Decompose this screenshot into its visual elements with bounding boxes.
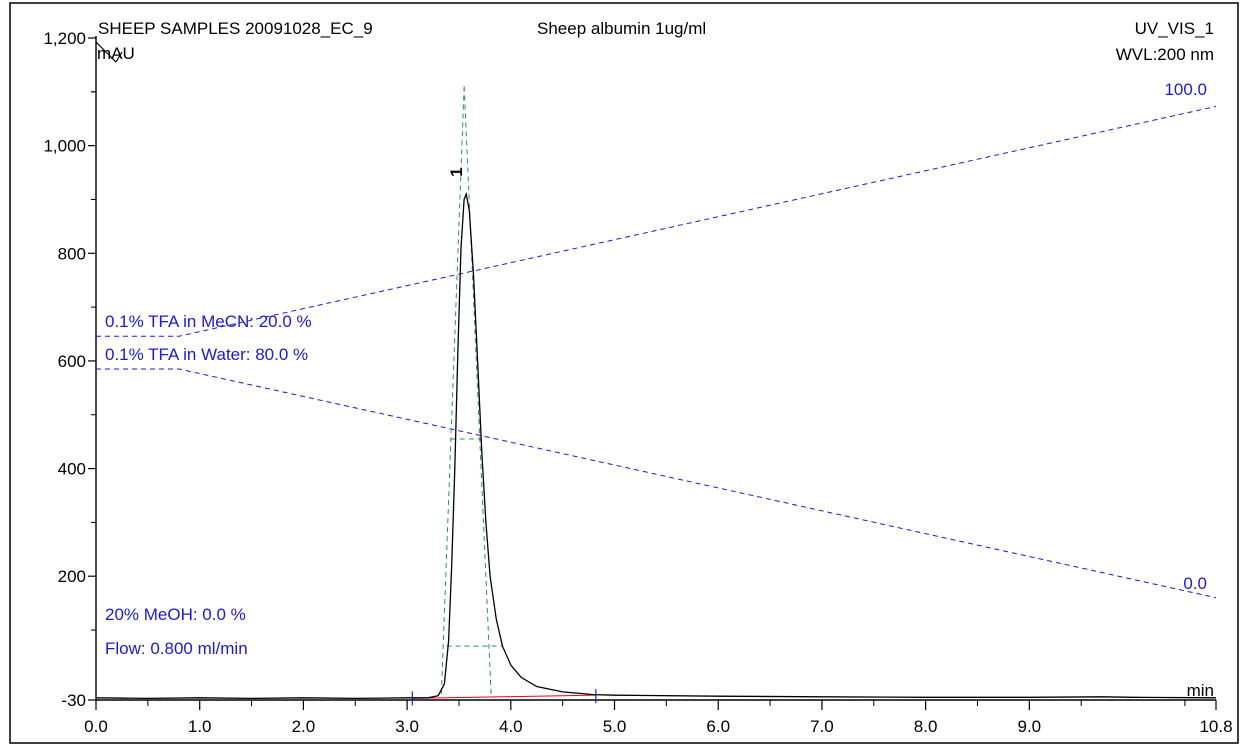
x-tick-label: 6.0 [706,717,730,736]
x-tick-label: 1.0 [188,717,212,736]
y-axis-unit: mAU [97,44,135,63]
x-tick-label: 10.8 [1199,717,1232,736]
gradient-water-line [96,368,1217,599]
y-tick-label: 800 [58,244,86,263]
water-end-label: 0.0 [1183,574,1207,593]
water-gradient-label: 0.1% TFA in Water: 80.0 % [105,345,308,364]
meoh-label: 20% MeOH: 0.0 % [105,605,246,624]
mecn-gradient-label: 0.1% TFA in MeCN: 20.0 % [105,312,312,331]
peak-fit-guides [440,86,503,695]
x-tick-label: 8.0 [914,717,938,736]
x-tick-label: 9.0 [1018,717,1042,736]
x-tick-label: 5.0 [603,717,627,736]
y-axis-arrow [115,51,123,63]
x-axis-unit: min [1187,681,1214,700]
sample-name: SHEEP SAMPLES 20091028_EC_9 [98,19,373,38]
y-tick-label: 200 [58,567,86,586]
wavelength-label: WVL:200 nm [1116,45,1214,64]
y-axis-arrow [95,41,117,63]
channel-name: UV_VIS_1 [1135,19,1214,38]
flow-label: Flow: 0.800 ml/min [105,639,248,658]
plot-area: 0.0 1.0 2.0 3.0 4.0 5.0 6.0 7.0 8.0 9.0 10.8 -30 200… [43,29,1232,736]
y-tick-label: 600 [58,352,86,371]
fit-left-tangent [440,86,465,695]
x-tick-label: 2.0 [292,717,316,736]
x-tick-label: 3.0 [395,717,419,736]
fit-right-tangent [463,86,492,695]
x-tick-label: 4.0 [499,717,523,736]
integration-baseline [412,694,596,699]
peak-label: 1 [447,167,466,176]
y-tick-label: 1,000 [43,137,86,156]
axis-ticks: 0.0 1.0 2.0 3.0 4.0 5.0 6.0 7.0 8.0 9.0 10.8 -30 200… [43,29,1232,736]
outer-frame [9,2,1239,744]
y-tick-label: 1,200 [43,29,86,48]
signal-trace [95,191,1217,700]
x-tick-label: 0.0 [84,717,108,736]
y-tick-label: -30 [61,691,86,710]
y-tick-label: 400 [58,460,86,479]
gradient-mecn-line [96,105,1217,337]
sample-description: Sheep albumin 1ug/ml [537,19,706,38]
mecn-end-label: 100.0 [1164,80,1207,99]
x-tick-label: 7.0 [810,717,834,736]
